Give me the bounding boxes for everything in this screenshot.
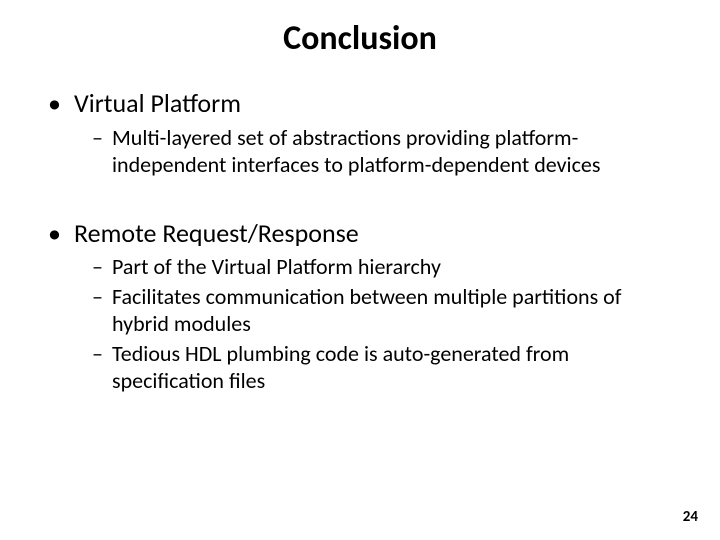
bullet-list: Virtual Platform Multi-layered set of ab… [48,87,672,395]
sub-bullet-item: Tedious HDL plumbing code is auto-genera… [92,340,672,395]
sub-bullet-item: Part of the Virtual Platform hierarchy [92,253,672,281]
slide: Conclusion Virtual Platform Multi-layere… [0,0,720,540]
slide-body: Virtual Platform Multi-layered set of ab… [0,59,720,395]
sub-bullet-list: Part of the Virtual Platform hierarchy F… [74,253,672,395]
sub-bullet-item: Multi-layered set of abstractions provid… [92,124,672,179]
bullet-item: Virtual Platform Multi-layered set of ab… [48,87,672,179]
page-number: 24 [683,508,698,526]
sub-bullet-item: Facilitates communication between multip… [92,283,672,338]
sub-bullet-list: Multi-layered set of abstractions provid… [74,124,672,179]
bullet-label: Remote Request/Response [74,217,359,249]
bullet-label: Virtual Platform [74,87,241,119]
bullet-item: Remote Request/Response Part of the Virt… [48,217,672,395]
slide-title: Conclusion [0,0,720,59]
spacer [48,183,672,217]
